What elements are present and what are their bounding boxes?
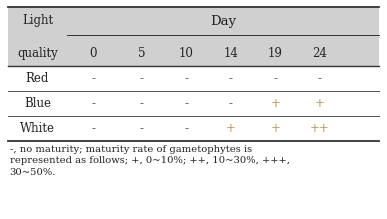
Text: -: -: [91, 122, 95, 135]
Text: 24: 24: [312, 47, 327, 60]
Text: -: -: [184, 122, 188, 135]
Text: +: +: [315, 97, 325, 110]
Text: -: -: [184, 97, 188, 110]
Text: -: -: [318, 72, 322, 85]
Text: -: -: [273, 72, 277, 85]
Text: quality: quality: [17, 47, 58, 60]
Text: Red: Red: [26, 72, 49, 85]
Text: -: -: [184, 72, 188, 85]
Text: -: -: [91, 97, 95, 110]
Text: -: -: [229, 97, 233, 110]
Text: White: White: [20, 122, 55, 135]
Text: +: +: [270, 122, 280, 135]
Text: 10: 10: [179, 47, 194, 60]
Text: 0: 0: [89, 47, 97, 60]
Text: +: +: [226, 122, 236, 135]
Text: Light: Light: [22, 14, 53, 27]
Text: Blue: Blue: [24, 97, 51, 110]
Text: -, no maturity; maturity rate of gametophytes is
represented as follows; +, 0~10: -, no maturity; maturity rate of gametop…: [10, 145, 290, 177]
Text: ++: ++: [310, 122, 330, 135]
Text: 14: 14: [223, 47, 238, 60]
Text: 5: 5: [138, 47, 145, 60]
Text: -: -: [229, 72, 233, 85]
Text: -: -: [139, 72, 144, 85]
Text: Day: Day: [210, 15, 236, 28]
Text: +: +: [270, 97, 280, 110]
Text: -: -: [139, 122, 144, 135]
Text: 19: 19: [268, 47, 283, 60]
Text: -: -: [139, 97, 144, 110]
Text: -: -: [91, 72, 95, 85]
